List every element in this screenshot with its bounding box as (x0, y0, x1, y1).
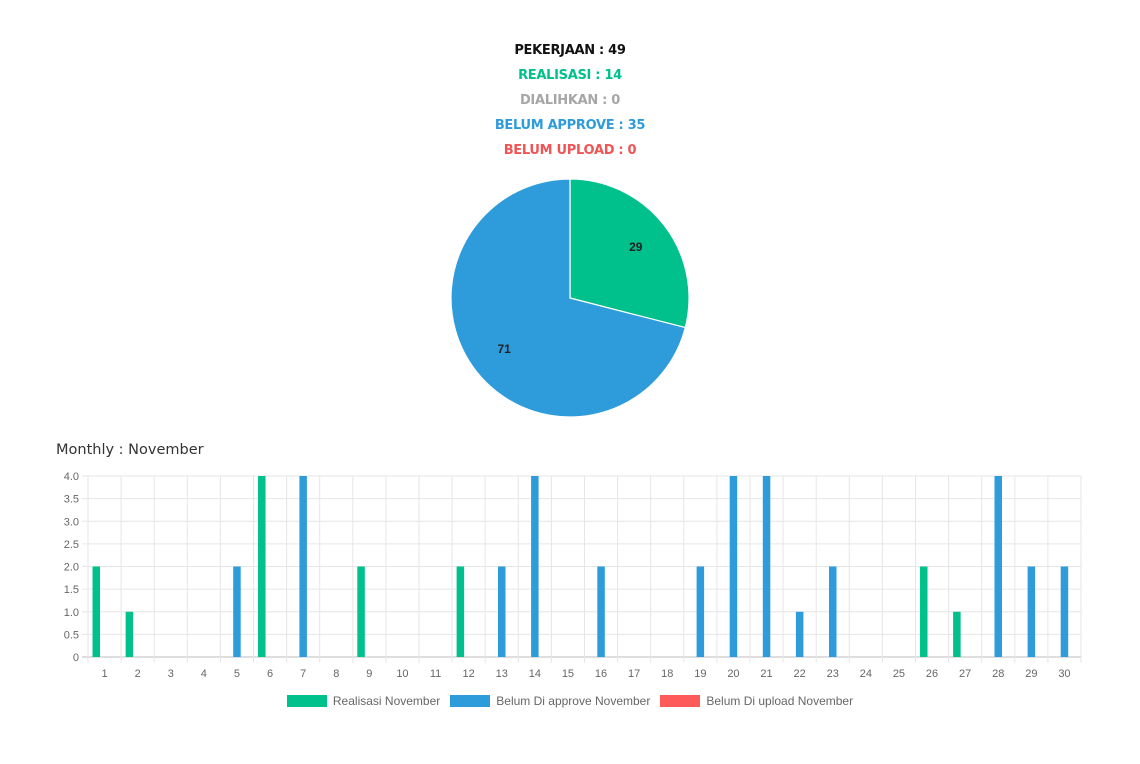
x-tick-label: 28 (992, 668, 1004, 680)
x-tick-label: 13 (496, 668, 508, 680)
x-tick-label: 2 (135, 668, 141, 680)
pie-label-29: 29 (629, 240, 643, 254)
x-tick-label: 4 (201, 668, 207, 680)
x-tick-label: 24 (860, 668, 872, 680)
x-tick-label: 3 (168, 668, 174, 680)
belum-approve-total: BELUM APPROVE : 35 (494, 118, 646, 133)
y-tick-label: 2.5 (64, 539, 79, 551)
bar-27-series-1[interactable] (953, 611, 961, 657)
x-tick-label: 25 (893, 668, 905, 680)
belum-upload-total: BELUM UPLOAD : 0 (503, 143, 637, 158)
bar-7-series-2[interactable] (299, 476, 307, 657)
monthly-chart-title: Monthly : November (56, 442, 204, 458)
x-tick-label: 7 (300, 668, 306, 680)
x-tick-label: 6 (267, 668, 273, 680)
legend-label-realisasi: Realisasi November (332, 694, 441, 708)
x-tick-label: 20 (727, 668, 739, 680)
legend-label-belum-approve: Belum Di approve November (496, 694, 651, 708)
bar-28-series-2[interactable] (994, 476, 1003, 657)
x-tick-label: 1 (101, 668, 107, 680)
x-tick-label: 16 (595, 668, 607, 680)
x-tick-label: 30 (1058, 668, 1070, 680)
bar-30-series-2[interactable] (1060, 566, 1069, 658)
x-tick-label: 21 (760, 668, 772, 680)
legend-swatch-belum-approve (450, 695, 491, 707)
x-tick-label: 12 (463, 668, 475, 680)
y-tick-label: 1.0 (64, 607, 79, 619)
monthly-bar-chart: 00.51.01.52.02.53.03.54.01 2 3 4 5 6 7 8 9 10 11 12… (64, 471, 1082, 680)
legend-item-realisasi[interactable]: Realisasi November (286, 694, 441, 708)
x-tick-label: 14 (529, 668, 541, 680)
x-tick-label: 22 (794, 668, 806, 680)
legend-swatch-realisasi (286, 695, 327, 707)
pie-slice-29[interactable] (569, 178, 690, 329)
x-tick-label: 26 (926, 668, 938, 680)
x-tick-label: 5 (234, 668, 240, 680)
legend-swatch-belum-upload (660, 695, 701, 707)
pie-label-71: 71 (498, 342, 512, 356)
x-tick-label: 29 (1025, 668, 1037, 680)
y-tick-label: 3.0 (64, 516, 79, 528)
bar-23-series-2[interactable] (829, 566, 837, 658)
legend-item-belum-approve[interactable]: Belum Di approve November (450, 694, 650, 708)
bar-5-series-2[interactable] (233, 566, 241, 658)
y-tick-label: 1.5 (64, 584, 79, 596)
y-tick-label: 4.0 (64, 471, 79, 483)
y-tick-label: 0 (73, 652, 79, 664)
x-tick-label: 8 (333, 668, 339, 680)
bar-19-series-2[interactable] (696, 566, 705, 658)
bar-2-series-1[interactable] (125, 611, 134, 657)
legend-label-belum-upload: Belum Di upload November (706, 694, 854, 708)
x-tick-label: 10 (396, 668, 408, 680)
chart-legend: Realisasi November Belum Di approve Nove… (0, 694, 1140, 708)
bar-16-series-2[interactable] (597, 566, 605, 658)
pie-slice-71[interactable] (450, 178, 686, 418)
bar-26-series-1[interactable] (920, 566, 928, 658)
bar-1-series-1[interactable] (92, 566, 101, 658)
bar-21-series-2[interactable] (762, 476, 771, 657)
x-tick-label: 27 (959, 668, 971, 680)
x-tick-label: 9 (366, 668, 372, 680)
x-tick-label: 15 (562, 668, 574, 680)
bar-13-series-2[interactable] (498, 566, 506, 658)
bar-29-series-2[interactable] (1027, 566, 1036, 658)
pekerjaan-total: PEKERJAAN : 49 (514, 43, 626, 58)
x-tick-label: 23 (827, 668, 839, 680)
y-tick-label: 0.5 (64, 629, 79, 641)
x-tick-label: 19 (694, 668, 706, 680)
y-tick-label: 3.5 (64, 494, 79, 506)
y-tick-label: 2.0 (64, 562, 79, 574)
bar-14-series-2[interactable] (531, 476, 539, 657)
realisasi-total: REALISASI : 14 (518, 68, 622, 83)
x-tick-label: 18 (661, 668, 673, 680)
bar-12-series-1[interactable] (456, 566, 465, 658)
bar-6-series-1[interactable] (258, 476, 266, 657)
bar-22-series-2[interactable] (795, 611, 804, 657)
dialihkan-total: DIALIHKAN : 0 (519, 93, 621, 108)
x-tick-label: 17 (628, 668, 640, 680)
bar-20-series-2[interactable] (729, 476, 738, 657)
legend-item-belum-upload[interactable]: Belum Di upload November (660, 694, 853, 708)
pie-chart: 29 71 (450, 178, 690, 418)
x-tick-label: 11 (430, 668, 441, 680)
bar-9-series-1[interactable] (357, 566, 365, 658)
